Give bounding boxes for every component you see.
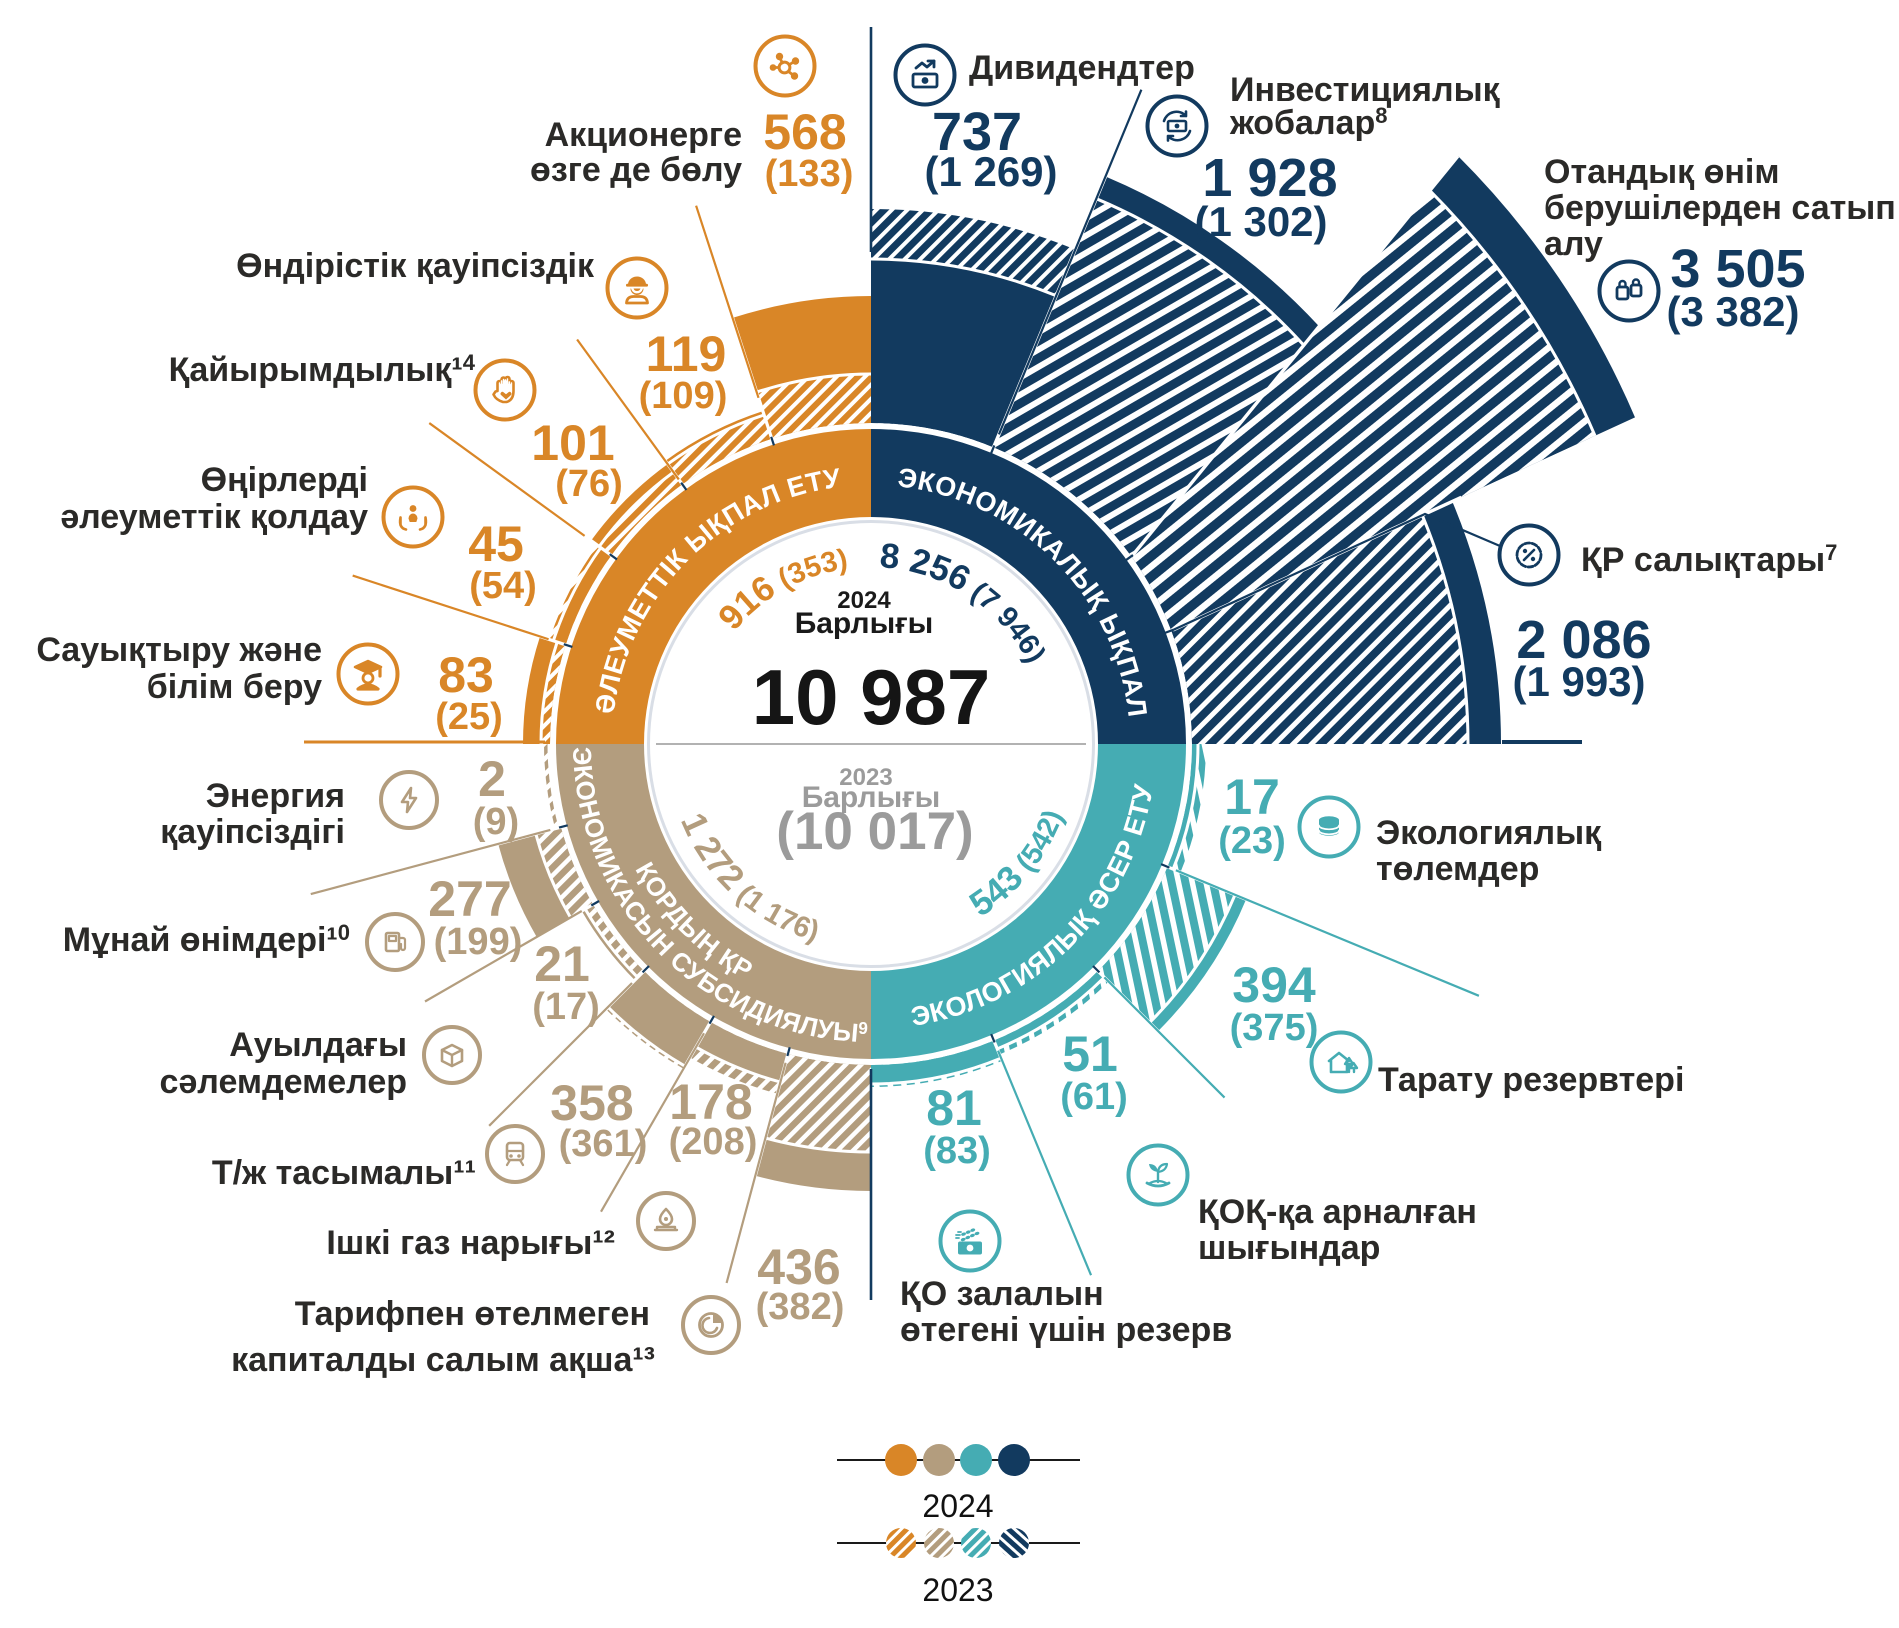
svg-text:2023: 2023 <box>922 1572 993 1608</box>
svg-text:(25): (25) <box>435 696 503 738</box>
svg-text:Барлығы: Барлығы <box>802 781 941 814</box>
svg-text:(54): (54) <box>469 565 537 607</box>
svg-text:Энергия: Энергия <box>206 777 345 815</box>
svg-text:Барлығы: Барлығы <box>795 607 934 640</box>
svg-text:(1 993): (1 993) <box>1512 658 1645 705</box>
svg-text:2024: 2024 <box>837 587 891 614</box>
svg-text:81: 81 <box>926 1080 982 1136</box>
svg-text:(382): (382) <box>756 1286 845 1328</box>
svg-text:(375): (375) <box>1230 1007 1319 1049</box>
svg-text:2024: 2024 <box>922 1488 993 1524</box>
svg-text:2 086: 2 086 <box>1516 610 1651 670</box>
svg-text:шығындар: шығындар <box>1198 1229 1380 1267</box>
svg-text:21: 21 <box>534 936 590 992</box>
svg-text:Т/ж тасымалы¹¹: Т/ж тасымалы¹¹ <box>212 1154 476 1192</box>
svg-text:білім беру: білім беру <box>147 668 322 706</box>
svg-text:(1 269): (1 269) <box>924 148 1057 195</box>
svg-text:(1 302): (1 302) <box>1194 198 1327 245</box>
svg-text:Өңірлерді: Өңірлерді <box>201 461 368 499</box>
svg-text:әлеуметтік қолдау: әлеуметтік қолдау <box>60 498 368 536</box>
svg-text:ҚР салықтары7: ҚР салықтары7 <box>1581 540 1837 579</box>
svg-text:(83): (83) <box>923 1130 991 1172</box>
svg-text:2023: 2023 <box>839 764 892 791</box>
svg-text:Экологиялық: Экологиялық <box>1376 814 1602 852</box>
svg-text:(208): (208) <box>669 1121 758 1163</box>
svg-text:төлемдер: төлемдер <box>1376 850 1539 888</box>
svg-text:178: 178 <box>669 1074 752 1130</box>
svg-text:101: 101 <box>531 415 614 471</box>
svg-text:Қайырымдылық¹4: Қайырымдылық¹4 <box>169 350 476 389</box>
svg-text:Тарифпен өтелмеген: Тарифпен өтелмеген <box>295 1295 650 1333</box>
svg-text:Тарату резервтері: Тарату резервтері <box>1378 1061 1684 1099</box>
svg-text:Акционерге: Акционерге <box>545 116 742 154</box>
svg-text:45: 45 <box>468 516 524 572</box>
svg-text:ҚОҚ-қа арналған: ҚОҚ-қа арналған <box>1198 1193 1477 1231</box>
svg-text:(17): (17) <box>532 986 600 1028</box>
svg-text:51: 51 <box>1062 1026 1118 1082</box>
svg-text:(10 017): (10 017) <box>776 802 973 861</box>
svg-text:сәлемдемелер: сәлемдемелер <box>159 1063 407 1101</box>
svg-text:(61): (61) <box>1060 1076 1128 1118</box>
svg-text:(109): (109) <box>639 375 728 417</box>
svg-text:Отандық өнім: Отандық өнім <box>1544 153 1780 191</box>
svg-text:(361): (361) <box>559 1123 648 1165</box>
svg-text:568: 568 <box>763 104 846 160</box>
svg-text:3 505: 3 505 <box>1670 239 1805 299</box>
svg-text:Сауықтыру және: Сауықтыру және <box>36 631 322 669</box>
svg-text:1 928: 1 928 <box>1202 148 1337 208</box>
svg-text:алу: алу <box>1544 225 1603 263</box>
svg-text:Өндірістік қауіпсіздік: Өндірістік қауіпсіздік <box>236 247 595 285</box>
svg-text:жобалар8: жобалар8 <box>1229 103 1387 142</box>
svg-text:(9): (9) <box>473 801 519 843</box>
svg-text:436: 436 <box>757 1239 840 1295</box>
svg-text:277: 277 <box>428 871 511 927</box>
svg-text:берушілерден сатып: берушілерден сатып <box>1544 189 1896 227</box>
svg-text:17: 17 <box>1224 769 1280 825</box>
svg-text:өзге де бөлу: өзге де бөлу <box>530 151 742 189</box>
svg-text:2: 2 <box>478 751 506 807</box>
svg-text:737: 737 <box>932 102 1022 162</box>
svg-text:119: 119 <box>646 326 727 382</box>
svg-text:83: 83 <box>438 647 494 703</box>
svg-text:(3 382): (3 382) <box>1666 288 1799 335</box>
svg-text:Инвестициялық: Инвестициялық <box>1230 71 1501 109</box>
svg-text:394: 394 <box>1232 957 1316 1013</box>
svg-text:Ауылдағы: Ауылдағы <box>229 1026 407 1064</box>
svg-text:358: 358 <box>550 1075 633 1131</box>
svg-text:(76): (76) <box>555 463 623 505</box>
svg-text:өтегені үшін резерв: өтегені үшін резерв <box>900 1311 1232 1349</box>
svg-text:капиталды салым ақша¹³: капиталды салым ақша¹³ <box>231 1341 655 1379</box>
svg-text:(133): (133) <box>765 153 854 195</box>
svg-text:10 987: 10 987 <box>752 653 991 741</box>
svg-text:ҚО залалын: ҚО залалын <box>900 1275 1104 1313</box>
svg-text:Мұнай өнімдері¹0: Мұнай өнімдері¹0 <box>63 920 350 959</box>
svg-text:қауіпсіздігі: қауіпсіздігі <box>160 813 345 851</box>
svg-text:Дивидендтер: Дивидендтер <box>969 49 1195 87</box>
svg-text:(23): (23) <box>1218 820 1286 862</box>
svg-text:Ішкі газ нарығы¹²: Ішкі газ нарығы¹² <box>326 1224 615 1262</box>
svg-text:(199): (199) <box>434 921 523 963</box>
